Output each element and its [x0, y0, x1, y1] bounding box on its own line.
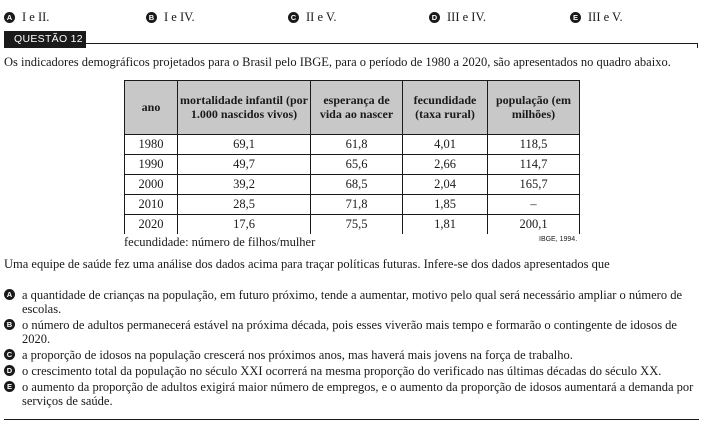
- cell-life-expectancy: 65,6: [310, 154, 403, 175]
- cell-year: 2000: [124, 174, 178, 195]
- cell-year: 1980: [124, 134, 178, 155]
- previous-option-c[interactable]: C II e V.: [288, 10, 336, 24]
- previous-option-a-text: I e II.: [22, 10, 50, 24]
- table-row: 2010 28,5 71,8 1,85 –: [124, 194, 580, 215]
- cell-fertility: 2,04: [402, 174, 488, 195]
- table-note: fecundidade: número de filhos/mulher: [124, 235, 316, 249]
- option-d-marker: D: [429, 11, 440, 23]
- answer-list: A a quantidade de crianças na população,…: [4, 288, 700, 410]
- answer-option-d[interactable]: D o crescimento total da população no sé…: [4, 364, 700, 378]
- cell-life-expectancy: 61,8: [310, 134, 403, 155]
- answer-option-c[interactable]: C a proporção de idosos na população cre…: [4, 348, 700, 362]
- cell-life-expectancy: 75,5: [310, 214, 403, 234]
- option-b-marker: B: [4, 319, 15, 330]
- cell-life-expectancy: 68,5: [310, 174, 403, 195]
- option-a-marker: A: [4, 289, 15, 300]
- question-prompt: Uma equipe de saúde fez uma análise dos …: [4, 257, 610, 271]
- table-header-row: ano mortalidade infantil (por 1.000 nasc…: [124, 80, 580, 135]
- option-c-marker: C: [288, 11, 299, 23]
- cell-mortality: 49,7: [177, 154, 311, 175]
- cell-population: 114,7: [487, 154, 580, 175]
- bottom-divider: [4, 419, 699, 420]
- answer-option-b-text: o número de adultos permanecerá estável …: [22, 318, 677, 346]
- cell-year: 1990: [124, 154, 178, 175]
- previous-option-b[interactable]: B I e IV.: [146, 10, 195, 24]
- cell-population: 118,5: [487, 134, 580, 155]
- previous-option-b-text: I e IV.: [164, 10, 195, 24]
- answer-option-e[interactable]: E o aumento da proporção de adultos exig…: [4, 380, 700, 408]
- cell-fertility: 2,66: [402, 154, 488, 175]
- cell-population: 165,7: [487, 174, 580, 195]
- cell-year: 2020: [124, 214, 178, 234]
- answer-option-c-text: a proporção de idosos na população cresc…: [22, 348, 573, 362]
- cell-fertility: 4,01: [402, 134, 488, 155]
- demographics-table: ano mortalidade infantil (por 1.000 nasc…: [124, 80, 580, 234]
- table-row: 1980 69,1 61,8 4,01 118,5: [124, 134, 580, 155]
- answer-option-b[interactable]: B o número de adultos permanecerá estáve…: [4, 318, 700, 346]
- header-fecundidade: fecundidade (taxa rural): [402, 80, 488, 135]
- previous-option-e-text: III e V.: [588, 10, 623, 24]
- answer-option-a[interactable]: A a quantidade de crianças na população,…: [4, 288, 700, 316]
- cell-mortality: 17,6: [177, 214, 311, 234]
- previous-option-a[interactable]: A I e II.: [4, 10, 49, 24]
- answer-option-d-text: o crescimento total da população no sécu…: [22, 364, 662, 378]
- cell-year: 2010: [124, 194, 178, 215]
- previous-option-d[interactable]: D III e IV.: [429, 10, 486, 24]
- cell-fertility: 1,81: [402, 214, 488, 234]
- table-row: 1990 49,7 65,6 2,66 114,7: [124, 154, 580, 175]
- header-populacao: população (em milhões): [487, 80, 580, 135]
- option-e-marker: E: [4, 381, 15, 392]
- option-a-marker: A: [4, 11, 15, 23]
- answer-option-a-text: a quantidade de crianças na população, e…: [22, 288, 683, 316]
- question-intro: Os indicadores demográficos projetados p…: [4, 55, 671, 69]
- cell-mortality: 39,2: [177, 174, 311, 195]
- table-source: IBGE, 1994.: [539, 236, 578, 243]
- question-label: QUESTÃO 12: [4, 31, 86, 48]
- cell-population: 200,1: [487, 214, 580, 234]
- header-divider-tick: [697, 43, 698, 48]
- option-b-marker: B: [146, 11, 157, 23]
- option-d-marker: D: [4, 365, 15, 376]
- header-ano: ano: [124, 80, 178, 135]
- answer-option-e-text: o aumento da proporção de adultos exigir…: [22, 380, 694, 408]
- option-e-marker: E: [570, 11, 581, 23]
- cell-mortality: 69,1: [177, 134, 311, 155]
- header-esperanca: esperança de vida ao nascer: [310, 80, 403, 135]
- option-c-marker: C: [4, 349, 15, 360]
- table-row: 2020 17,6 75,5 1,81 200,1: [124, 214, 580, 234]
- header-divider: [86, 43, 698, 44]
- previous-option-c-text: II e V.: [306, 10, 337, 24]
- previous-option-d-text: III e IV.: [447, 10, 486, 24]
- cell-population: –: [487, 194, 580, 215]
- header-mortalidade: mortalidade infantil (por 1.000 nascidos…: [177, 80, 311, 135]
- table-row: 2000 39,2 68,5 2,04 165,7: [124, 174, 580, 195]
- cell-fertility: 1,85: [402, 194, 488, 215]
- cell-life-expectancy: 71,8: [310, 194, 403, 215]
- previous-option-e[interactable]: E III e V.: [570, 10, 623, 24]
- cell-mortality: 28,5: [177, 194, 311, 215]
